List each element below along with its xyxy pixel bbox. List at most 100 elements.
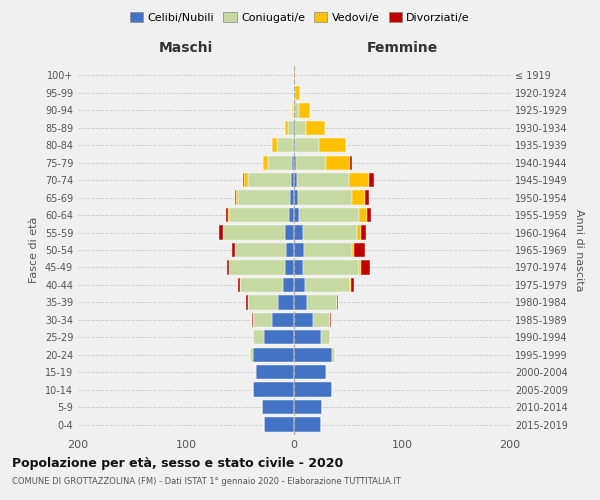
- Bar: [299, 208, 359, 222]
- Bar: [359, 260, 361, 274]
- Bar: [272, 312, 294, 327]
- Text: Femmine: Femmine: [367, 42, 437, 56]
- Bar: [228, 208, 229, 222]
- Bar: [272, 138, 277, 152]
- Bar: [248, 295, 278, 310]
- Bar: [256, 365, 294, 380]
- Bar: [294, 330, 321, 344]
- Bar: [263, 156, 268, 170]
- Bar: [286, 120, 287, 135]
- Bar: [305, 278, 350, 292]
- Text: COMUNE DI GROTTAZZOLINA (FM) - Dati ISTAT 1° gennaio 2020 - Elaborazione TUTTITA: COMUNE DI GROTTAZZOLINA (FM) - Dati ISTA…: [12, 478, 401, 486]
- Bar: [253, 382, 294, 397]
- Bar: [299, 103, 310, 118]
- Bar: [326, 365, 328, 380]
- Bar: [319, 138, 346, 152]
- Bar: [252, 312, 253, 327]
- Bar: [277, 138, 293, 152]
- Bar: [361, 226, 367, 239]
- Bar: [243, 173, 244, 188]
- Bar: [255, 365, 256, 380]
- Bar: [229, 208, 289, 222]
- Bar: [296, 156, 326, 170]
- Bar: [286, 226, 294, 239]
- Bar: [367, 208, 371, 222]
- Bar: [294, 138, 295, 152]
- Bar: [291, 173, 294, 188]
- Bar: [293, 103, 294, 118]
- Bar: [244, 173, 248, 188]
- Text: Maschi: Maschi: [159, 42, 213, 56]
- Bar: [294, 190, 298, 205]
- Bar: [294, 278, 305, 292]
- Bar: [297, 173, 349, 188]
- Bar: [287, 120, 293, 135]
- Bar: [220, 226, 223, 239]
- Bar: [307, 295, 337, 310]
- Bar: [253, 348, 294, 362]
- Bar: [294, 418, 321, 432]
- Bar: [292, 103, 293, 118]
- Bar: [352, 243, 355, 257]
- Bar: [304, 243, 352, 257]
- Bar: [350, 278, 351, 292]
- Bar: [298, 190, 352, 205]
- Bar: [365, 190, 368, 205]
- Bar: [240, 278, 283, 292]
- Bar: [294, 312, 313, 327]
- Bar: [293, 138, 294, 152]
- Legend: Celibi/Nubili, Coniugati/e, Vedovi/e, Divorziati/e: Celibi/Nubili, Coniugati/e, Vedovi/e, Di…: [125, 8, 475, 28]
- Bar: [368, 173, 374, 188]
- Bar: [289, 208, 294, 222]
- Bar: [247, 295, 248, 310]
- Bar: [294, 68, 295, 82]
- Bar: [294, 243, 304, 257]
- Bar: [321, 330, 329, 344]
- Bar: [294, 226, 302, 239]
- Bar: [248, 173, 291, 188]
- Bar: [223, 226, 286, 239]
- Bar: [268, 156, 292, 170]
- Bar: [294, 382, 332, 397]
- Bar: [294, 208, 299, 222]
- Bar: [229, 260, 286, 274]
- Bar: [232, 243, 235, 257]
- Bar: [294, 173, 297, 188]
- Bar: [302, 226, 356, 239]
- Bar: [355, 243, 365, 257]
- Bar: [262, 400, 294, 414]
- Bar: [294, 86, 295, 100]
- Bar: [294, 103, 299, 118]
- Bar: [302, 260, 359, 274]
- Bar: [294, 156, 296, 170]
- Bar: [294, 365, 326, 380]
- Bar: [238, 190, 290, 205]
- Bar: [290, 190, 294, 205]
- Bar: [293, 120, 294, 135]
- Bar: [329, 312, 331, 327]
- Bar: [238, 278, 240, 292]
- Bar: [349, 173, 368, 188]
- Bar: [235, 190, 236, 205]
- Y-axis label: Anni di nascita: Anni di nascita: [574, 209, 584, 291]
- Bar: [292, 156, 294, 170]
- Bar: [313, 312, 329, 327]
- Bar: [227, 260, 229, 274]
- Bar: [350, 156, 352, 170]
- Bar: [253, 312, 272, 327]
- Bar: [264, 418, 294, 432]
- Bar: [294, 120, 295, 135]
- Bar: [295, 120, 306, 135]
- Bar: [283, 278, 294, 292]
- Bar: [294, 260, 302, 274]
- Text: Popolazione per età, sesso e stato civile - 2020: Popolazione per età, sesso e stato civil…: [12, 458, 343, 470]
- Bar: [361, 260, 370, 274]
- Bar: [306, 120, 325, 135]
- Bar: [278, 295, 294, 310]
- Bar: [294, 295, 307, 310]
- Bar: [294, 400, 322, 414]
- Bar: [235, 243, 286, 257]
- Bar: [264, 330, 294, 344]
- Bar: [286, 260, 294, 274]
- Bar: [351, 278, 355, 292]
